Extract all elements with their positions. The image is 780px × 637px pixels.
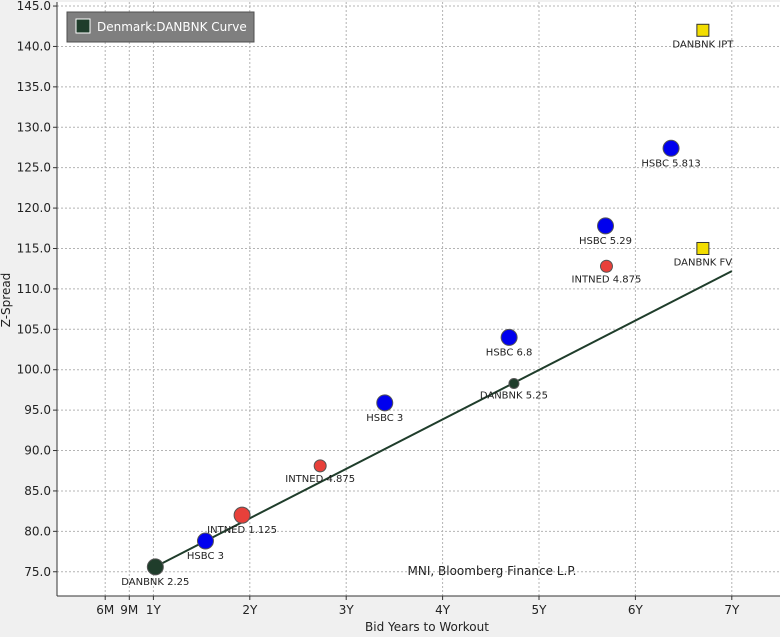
point-label: DANBNK 5.25 <box>480 390 548 401</box>
point-marker <box>500 328 518 346</box>
y-tick-label: 130.0 <box>17 120 51 134</box>
x-axis-title: Bid Years to Workout <box>365 620 489 634</box>
y-tick-label: 105.0 <box>17 322 51 336</box>
y-tick-label: 90.0 <box>24 444 51 458</box>
x-tick-label: 9M <box>120 603 138 617</box>
y-tick-label: 85.0 <box>24 484 51 498</box>
point-label: HSBC 5.813 <box>641 158 700 169</box>
point-label: INTNED 1.125 <box>207 525 277 536</box>
point-label: INTNED 4.875 <box>285 474 355 485</box>
point-marker <box>146 558 164 576</box>
legend-swatch <box>75 18 91 34</box>
point-label: HSBC 3 <box>366 413 403 424</box>
y-axis-title: Z-Spread <box>0 273 13 328</box>
x-tick-label: 6Y <box>628 603 644 617</box>
point-label: DANBNK 2.25 <box>121 577 189 588</box>
point-marker <box>599 259 613 273</box>
point-marker <box>508 377 520 389</box>
point-marker <box>233 506 251 524</box>
y-tick-label: 95.0 <box>24 403 51 417</box>
x-tick-label: 3Y <box>339 603 355 617</box>
x-tick-label: 6M <box>96 603 114 617</box>
plot-area <box>57 2 780 596</box>
point-label: INTNED 4.875 <box>572 274 642 285</box>
point-label: DANBNK FV <box>674 257 733 268</box>
points-layer <box>146 23 710 576</box>
point-marker <box>196 532 214 550</box>
y-tick-label: 135.0 <box>17 80 51 94</box>
point-marker <box>662 139 680 157</box>
y-tick-label: 115.0 <box>17 241 51 255</box>
point-label: HSBC 6.8 <box>486 347 533 358</box>
point-label: DANBNK IPT <box>672 39 734 50</box>
y-tick-label: 75.0 <box>24 565 51 579</box>
grid-lines <box>57 2 780 596</box>
point-marker <box>313 459 327 473</box>
axes: 75.0 80.0 85.0 90.0 95.0 100.0 105.0 110.0 115.0… <box>17 0 780 617</box>
legend-label: Denmark:DANBNK Curve <box>97 20 247 34</box>
y-tick-label: 125.0 <box>17 161 51 175</box>
source-note: MNI, Bloomberg Finance L.P. <box>408 564 577 578</box>
x-tick-label: 1Y <box>146 603 162 617</box>
y-tick-label: 100.0 <box>17 363 51 377</box>
point-label: HSBC 5.29 <box>579 236 632 247</box>
point-labels: DANBNK 2.25 HSBC 3 INTNED 1.125 INTNED 4.87… <box>121 39 734 588</box>
point-marker <box>696 23 710 37</box>
x-tick-label: 4Y <box>435 603 451 617</box>
legend: Denmark:DANBNK Curve <box>66 11 255 43</box>
y-tick-label: 140.0 <box>17 39 51 53</box>
point-label: HSBC 3 <box>187 551 224 562</box>
point-marker <box>696 241 710 255</box>
y-tick-label: 120.0 <box>17 201 51 215</box>
x-tick-label: 7Y <box>724 603 740 617</box>
point-marker <box>376 394 394 412</box>
y-tick-label: 145.0 <box>17 0 51 13</box>
legend-box <box>66 11 255 43</box>
point-marker <box>597 217 615 235</box>
y-tick-label: 80.0 <box>24 524 51 538</box>
x-tick-label: 5Y <box>532 603 548 617</box>
y-tick-label: 110.0 <box>17 282 51 296</box>
x-tick-label: 2Y <box>242 603 258 617</box>
